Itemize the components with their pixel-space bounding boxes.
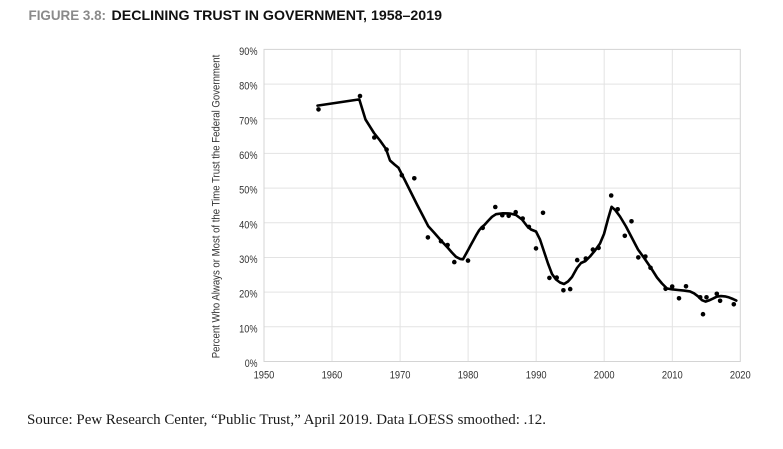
svg-text:2020: 2020 xyxy=(730,370,751,382)
svg-text:1990: 1990 xyxy=(526,370,547,382)
svg-text:2000: 2000 xyxy=(594,370,615,382)
svg-text:50%: 50% xyxy=(239,185,258,197)
svg-text:70%: 70% xyxy=(239,115,258,127)
svg-text:1970: 1970 xyxy=(390,370,411,382)
svg-text:60%: 60% xyxy=(239,150,258,162)
svg-text:1960: 1960 xyxy=(322,370,343,382)
svg-text:20%: 20% xyxy=(239,289,258,301)
svg-text:10%: 10% xyxy=(239,323,258,335)
svg-text:80%: 80% xyxy=(239,81,258,93)
svg-text:40%: 40% xyxy=(239,219,258,231)
svg-text:2010: 2010 xyxy=(662,370,683,382)
svg-text:Source: Pew Research Center, “: Source: Pew Research Center, “Public Tru… xyxy=(27,411,546,428)
svg-text:0%: 0% xyxy=(245,358,258,370)
svg-text:Percent Who Always or Most of: Percent Who Always or Most of the Time T… xyxy=(211,55,223,359)
svg-text:90%: 90% xyxy=(239,46,258,58)
svg-text:1950: 1950 xyxy=(254,370,275,382)
svg-text:FIGURE 3.8:: FIGURE 3.8: xyxy=(29,8,107,23)
svg-text:DECLINING TRUST IN GOVERNMENT,: DECLINING TRUST IN GOVERNMENT, 1958–2019 xyxy=(112,8,443,23)
svg-text:1980: 1980 xyxy=(458,370,479,382)
svg-text:30%: 30% xyxy=(239,254,258,266)
